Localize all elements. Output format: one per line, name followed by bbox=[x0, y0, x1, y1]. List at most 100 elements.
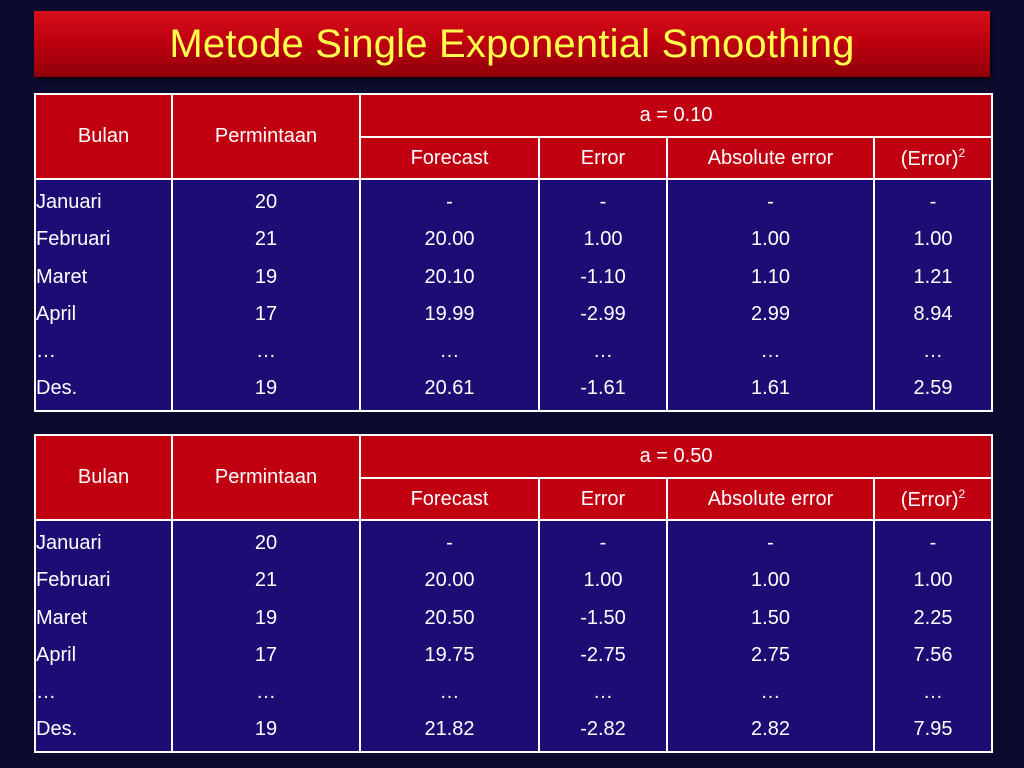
column-error-squared: - 1.00 2.25 7.56 … 7.95 bbox=[872, 519, 994, 753]
header-absolute-error: Absolute error bbox=[666, 477, 875, 521]
table-cell-permintaan: 20 bbox=[254, 191, 278, 213]
table-cell-error: … bbox=[593, 340, 613, 363]
table-cell-sq: 1.21 bbox=[913, 265, 953, 288]
table-cell-permintaan: 19 bbox=[254, 377, 278, 400]
table-cell-forecast: - bbox=[446, 191, 453, 213]
table-cell-forecast: 20.00 bbox=[424, 228, 475, 251]
table-cell-forecast: 21.82 bbox=[424, 718, 475, 741]
table-cell-sq: 1.00 bbox=[913, 228, 953, 251]
table-cell-bulan: … bbox=[36, 340, 56, 363]
header-permintaan: Permintaan bbox=[171, 434, 361, 521]
table-cell-error: -1.61 bbox=[580, 377, 626, 400]
header-error: Error bbox=[538, 477, 668, 521]
table-cell-abs: - bbox=[767, 532, 774, 554]
table-cell-abs: 2.99 bbox=[751, 302, 790, 325]
column-bulan: Januari Februari Maret April … Des. bbox=[34, 178, 173, 412]
column-absolute-error: - 1.00 1.50 2.75 … 2.82 bbox=[666, 519, 875, 753]
table-cell-sq: 1.00 bbox=[913, 569, 953, 592]
table-cell-error: 1.00 bbox=[583, 228, 623, 251]
table-cell-error: -2.75 bbox=[580, 643, 626, 666]
table-cell-sq: - bbox=[929, 532, 937, 554]
header-forecast: Forecast bbox=[359, 477, 540, 521]
page-title: Metode Single Exponential Smoothing bbox=[169, 21, 855, 66]
table-cell-forecast: … bbox=[439, 681, 460, 704]
table-cell-sq: … bbox=[923, 681, 944, 704]
table-cell-bulan: April bbox=[36, 302, 77, 325]
table-cell-error: -2.99 bbox=[580, 302, 626, 325]
table-cell-permintaan: 21 bbox=[254, 228, 278, 251]
table-cell-forecast: - bbox=[446, 532, 453, 554]
table-cell-bulan: Januari bbox=[36, 532, 102, 554]
table-cell-abs: 2.82 bbox=[751, 718, 790, 741]
error-squared-exponent: 2 bbox=[958, 145, 966, 160]
table-cell-forecast: … bbox=[439, 340, 460, 363]
table-cell-bulan: Maret bbox=[36, 606, 88, 629]
table-cell-bulan: Februari bbox=[36, 228, 111, 251]
table-cell-error: -1.50 bbox=[580, 606, 626, 629]
table-cell-forecast: 20.00 bbox=[424, 569, 475, 592]
table-cell-error: - bbox=[599, 532, 607, 554]
table-cell-permintaan: … bbox=[256, 340, 276, 363]
error-squared-label: (Error) bbox=[900, 147, 959, 170]
table-cell-sq: - bbox=[929, 191, 937, 213]
table-cell-bulan: April bbox=[36, 643, 77, 666]
table-cell-sq: 2.59 bbox=[913, 377, 953, 400]
table-cell-permintaan: … bbox=[256, 681, 276, 704]
table-cell-forecast: 19.99 bbox=[424, 302, 475, 325]
table-cell-abs: 1.00 bbox=[751, 569, 790, 592]
table-cell-bulan: Januari bbox=[36, 191, 102, 213]
header-absolute-error: Absolute error bbox=[666, 136, 875, 180]
error-squared-label: (Error) bbox=[900, 488, 959, 511]
table-cell-sq: … bbox=[923, 340, 944, 363]
table-cell-abs: 1.10 bbox=[751, 265, 790, 288]
column-error: - 1.00 -1.10 -2.99 … -1.61 bbox=[538, 178, 668, 412]
table-cell-bulan: … bbox=[36, 681, 56, 704]
table-cell-forecast: 20.10 bbox=[424, 265, 475, 288]
column-permintaan: 20 21 19 17 … 19 bbox=[171, 178, 361, 412]
table-cell-error: - bbox=[599, 191, 607, 213]
table-cell-forecast: 20.50 bbox=[424, 606, 475, 629]
table-cell-permintaan: 20 bbox=[254, 532, 278, 554]
table-cell-abs: 1.50 bbox=[751, 606, 790, 629]
header-error: Error bbox=[538, 136, 668, 180]
table-cell-bulan: Des. bbox=[36, 377, 78, 400]
table-cell-abs: … bbox=[760, 340, 781, 363]
table-cell-error: … bbox=[593, 681, 613, 704]
column-absolute-error: - 1.00 1.10 2.99 … 1.61 bbox=[666, 178, 875, 412]
header-error-squared: (Error)2 bbox=[872, 477, 994, 521]
table-cell-abs: 1.00 bbox=[751, 228, 790, 251]
table-cell-bulan: Des. bbox=[36, 718, 78, 741]
table-cell-abs: - bbox=[767, 191, 774, 213]
header-bulan: Bulan bbox=[34, 434, 173, 521]
header-forecast: Forecast bbox=[359, 136, 540, 180]
table-cell-error: -2.82 bbox=[580, 718, 626, 741]
column-forecast: - 20.00 20.10 19.99 … 20.61 bbox=[359, 178, 540, 412]
table-cell-error: 1.00 bbox=[583, 569, 623, 592]
table-cell-abs: 1.61 bbox=[751, 377, 790, 400]
column-error: - 1.00 -1.50 -2.75 … -2.82 bbox=[538, 519, 668, 753]
table-cell-abs: 2.75 bbox=[751, 643, 790, 666]
table-cell-sq: 2.25 bbox=[913, 606, 953, 629]
header-bulan: Bulan bbox=[34, 93, 173, 180]
table-cell-permintaan: 19 bbox=[254, 606, 278, 629]
header-error-squared: (Error)2 bbox=[872, 136, 994, 180]
table-cell-abs: … bbox=[760, 681, 781, 704]
column-forecast: - 20.00 20.50 19.75 … 21.82 bbox=[359, 519, 540, 753]
title-bar: Metode Single Exponential Smoothing bbox=[34, 11, 990, 77]
table-cell-permintaan: 19 bbox=[254, 718, 278, 741]
error-squared-exponent: 2 bbox=[958, 486, 966, 501]
table-cell-sq: 7.95 bbox=[913, 718, 953, 741]
column-bulan: Januari Februari Maret April … Des. bbox=[34, 519, 173, 753]
table-cell-permintaan: 19 bbox=[254, 265, 278, 288]
header-alpha: a = 0.50 bbox=[358, 434, 994, 479]
table-cell-forecast: 20.61 bbox=[424, 377, 475, 400]
column-error-squared: - 1.00 1.21 8.94 … 2.59 bbox=[872, 178, 994, 412]
column-permintaan: 20 21 19 17 … 19 bbox=[171, 519, 361, 753]
table-cell-bulan: Februari bbox=[36, 569, 111, 592]
table-cell-sq: 7.56 bbox=[913, 643, 953, 666]
header-permintaan: Permintaan bbox=[171, 93, 361, 180]
header-alpha: a = 0.10 bbox=[358, 93, 994, 138]
table-cell-forecast: 19.75 bbox=[424, 643, 475, 666]
table-cell-error: -1.10 bbox=[580, 265, 626, 288]
table-cell-permintaan: 21 bbox=[254, 569, 278, 592]
